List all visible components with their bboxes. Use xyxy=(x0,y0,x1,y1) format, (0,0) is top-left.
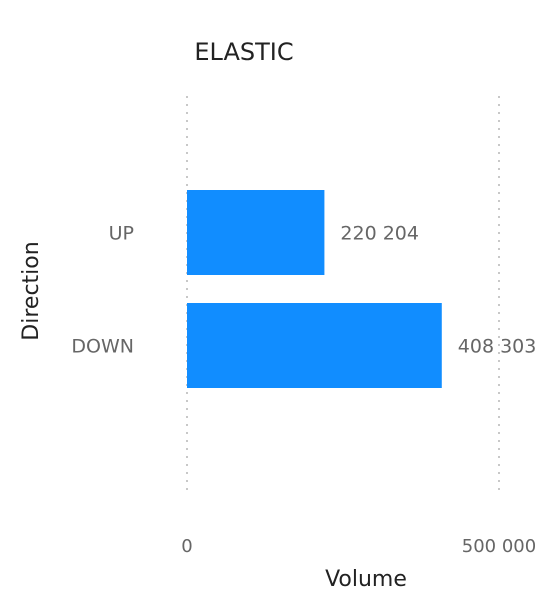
x-tick-label-1: 500 000 xyxy=(462,536,536,557)
bars-layer xyxy=(187,190,442,388)
data-label-up: 220 204 xyxy=(340,223,419,245)
x-tick-label-0: 0 xyxy=(181,536,192,557)
data-label-down: 408 303 xyxy=(458,336,537,358)
grid-layer xyxy=(186,96,500,496)
y-category-label-down: DOWN xyxy=(71,336,134,358)
y-category-label-up: UP xyxy=(109,223,134,245)
x-ticks-layer: 0 500 000 xyxy=(181,536,536,557)
chart-title: ELASTIC xyxy=(194,38,293,66)
x-axis-label: Volume xyxy=(325,567,407,592)
bar-up xyxy=(187,190,325,275)
labels-layer: UP 220 204 DOWN 408 303 xyxy=(71,223,536,358)
bar-down xyxy=(187,303,442,388)
y-axis-label: Direction xyxy=(19,241,44,340)
